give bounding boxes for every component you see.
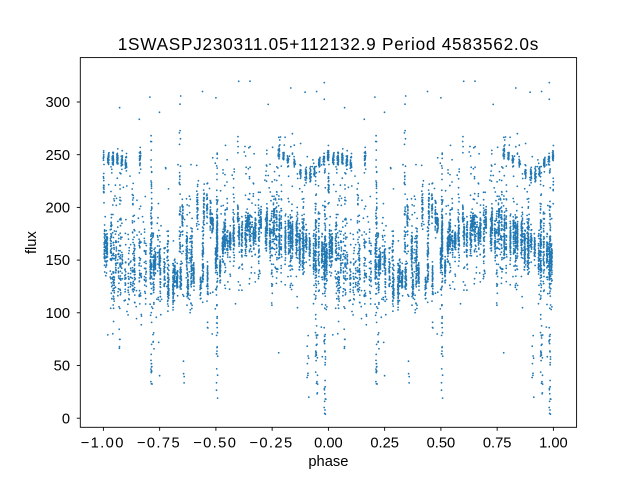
svg-text:0.75: 0.75 xyxy=(483,436,512,452)
svg-text:0.50: 0.50 xyxy=(427,436,456,452)
svg-text:50: 50 xyxy=(54,359,70,375)
svg-text:phase: phase xyxy=(308,454,348,470)
svg-text:−1.00: −1.00 xyxy=(81,436,125,452)
svg-text:250: 250 xyxy=(45,148,70,164)
svg-text:−0.50: −0.50 xyxy=(193,436,237,452)
svg-text:1.00: 1.00 xyxy=(539,436,568,452)
svg-text:1SWASPJ230311.05+112132.9 Peri: 1SWASPJ230311.05+112132.9 Period 4583562… xyxy=(118,34,539,54)
svg-text:150: 150 xyxy=(45,253,70,269)
svg-text:flux: flux xyxy=(24,231,40,255)
svg-text:100: 100 xyxy=(45,306,70,322)
svg-text:0.25: 0.25 xyxy=(370,436,399,452)
svg-text:300: 300 xyxy=(45,95,70,111)
svg-text:200: 200 xyxy=(45,201,70,217)
svg-text:0: 0 xyxy=(62,411,70,427)
svg-text:−0.25: −0.25 xyxy=(249,436,293,452)
svg-text:0.00: 0.00 xyxy=(314,436,343,452)
svg-text:−0.75: −0.75 xyxy=(137,436,181,452)
